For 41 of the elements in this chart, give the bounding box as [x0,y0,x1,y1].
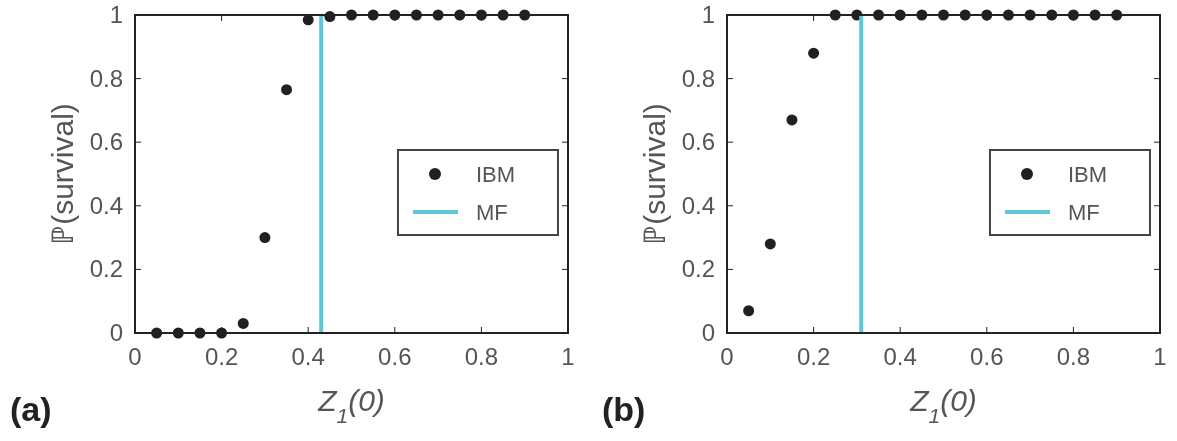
point [786,114,798,126]
x-tick-label: 0.4 [883,343,917,370]
point [237,317,249,329]
x-tick-label: 1 [561,343,575,370]
point [743,305,755,317]
y-tick-label: 0 [701,319,715,346]
legend-label: MF [1068,200,1100,225]
x-tick-label: 1 [1153,343,1167,370]
x-tick-label: 0.6 [378,343,412,370]
text: (b) [602,390,646,428]
y-tick-label: 0.2 [89,255,123,283]
x-tick-label: 0.6 [970,343,1004,370]
y-axis-title: ℙ(survival) [46,103,79,245]
y-tick-label: 0.8 [681,64,715,92]
x-tick-label: 0.2 [796,343,831,370]
legend-label: IBM [1068,162,1108,187]
x-tick-label: 0.2 [204,343,239,370]
y-tick-label: 0.4 [681,191,715,219]
point [764,238,776,250]
y-tick-label: 0.2 [681,255,715,283]
point [281,84,293,96]
x-axis-title: Z$_{1}$(0) [317,384,385,427]
y-tick-label: 1 [109,1,123,28]
y-tick-label: 1 [701,1,715,28]
y-tick-label: 0.6 [681,128,715,156]
y-axis-title: ℙ(survival) [638,103,671,245]
text: (a) [10,390,52,428]
x-axis-title: Z$_{1}$(0) [909,384,977,427]
x-tick-label: 0 [128,343,142,370]
x-tick-label: 0 [720,343,734,370]
y-tick-label: 0.6 [89,128,123,156]
legend-label: IBM [476,162,516,187]
y-tick-label: 0 [109,319,123,346]
x-tick-label: 0.4 [291,343,325,370]
x-tick-label: 0.8 [464,343,499,370]
y-tick-label: 0.8 [89,64,123,92]
legend-label: MF [476,200,508,225]
y-tick-label: 0.4 [89,191,123,219]
x-tick-label: 0.8 [1056,343,1091,370]
point [808,47,820,59]
point [259,232,271,244]
